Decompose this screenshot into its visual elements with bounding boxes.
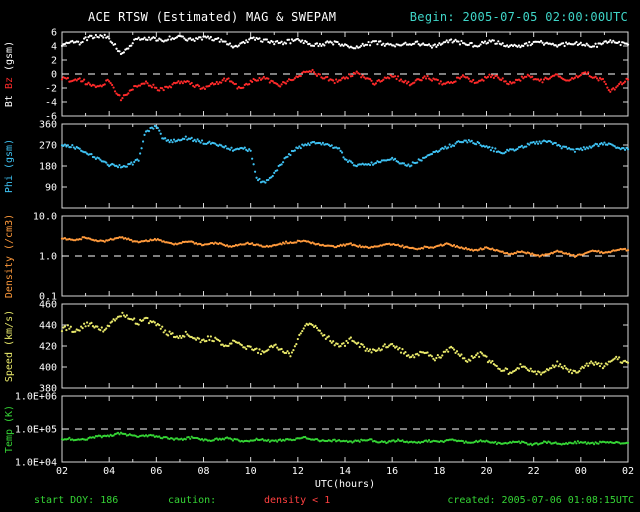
svg-text:02: 02 [56,466,68,477]
svg-text:440: 440 [39,321,57,332]
svg-text:180: 180 [39,162,57,173]
svg-text:400: 400 [39,363,57,374]
svg-text:1.0E+05: 1.0E+05 [15,425,57,436]
svg-text:Speed (km/s): Speed (km/s) [4,310,15,382]
svg-text:Phi (gsm): Phi (gsm) [4,139,15,193]
svg-text:1.0E+04: 1.0E+04 [15,458,57,469]
svg-text:UTC(hours): UTC(hours) [315,479,375,490]
svg-text:-2: -2 [45,84,57,95]
svg-text:14: 14 [339,466,351,477]
plot-title: ACE RTSW (Estimated) MAG & SWEPAM [88,10,337,24]
svg-text:Temp (K): Temp (K) [4,405,15,453]
svg-text:460: 460 [39,300,57,311]
svg-text:90: 90 [45,183,57,194]
plot-begin-time: Begin: 2005-07-05 02:00:00UTC [409,10,628,24]
svg-text:380: 380 [39,384,57,395]
svg-text:Bt Bz (gsm): Bt Bz (gsm) [4,41,15,107]
start-doy-label: start DOY: 186 [34,495,119,506]
svg-text:06: 06 [150,466,162,477]
svg-text:04: 04 [103,466,115,477]
svg-text:18: 18 [433,466,445,477]
svg-text:10: 10 [245,466,257,477]
svg-text:00: 00 [575,466,587,477]
svg-text:16: 16 [386,466,398,477]
svg-text:10.0: 10.0 [33,212,57,223]
svg-text:08: 08 [197,466,209,477]
svg-text:02: 02 [622,466,634,477]
plot-header: ACE RTSW (Estimated) MAG & SWEPAM Begin:… [0,0,640,24]
svg-text:360: 360 [39,120,57,131]
svg-text:270: 270 [39,141,57,152]
plot-footer: start DOY: 186 caution: density < 1 crea… [0,490,640,512]
caution-label: caution: [168,495,217,506]
svg-text:0.1: 0.1 [39,292,57,303]
svg-text:-4: -4 [45,98,57,109]
svg-text:12: 12 [292,466,304,477]
svg-text:420: 420 [39,342,57,353]
created-timestamp: created: 2005-07-06 01:08:15UTC [447,495,634,506]
svg-text:0: 0 [51,70,57,81]
svg-text:4: 4 [51,42,57,53]
svg-text:6: 6 [51,28,57,39]
svg-text:1.0E+06: 1.0E+06 [15,392,57,403]
svg-text:-6: -6 [45,112,57,123]
svg-text:1.0: 1.0 [39,252,57,263]
svg-text:20: 20 [480,466,492,477]
svg-text:Density (/cm3): Density (/cm3) [4,214,15,298]
svg-text:22: 22 [528,466,540,477]
caution-value: density < 1 [264,495,331,506]
svg-text:2: 2 [51,56,57,67]
